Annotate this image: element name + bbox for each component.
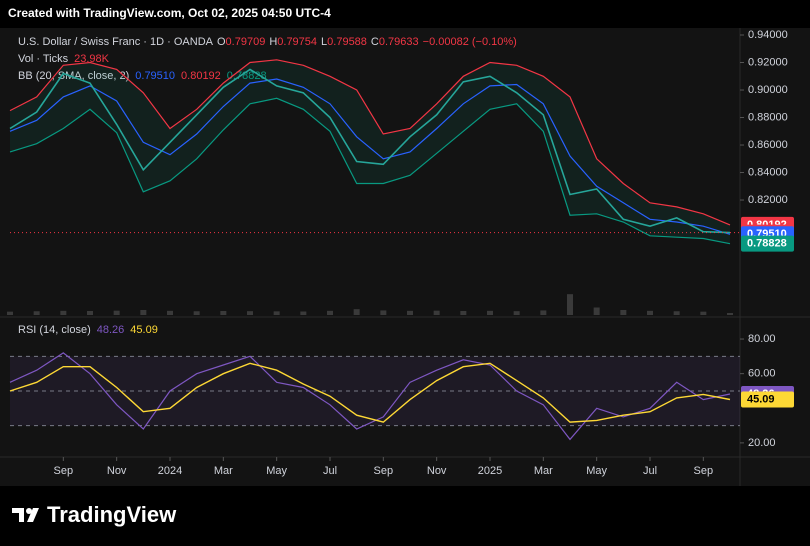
volume-bar: [140, 310, 147, 315]
legend-line: U.S. Dollar / Swiss Franc · 1D · OANDA O0…: [18, 36, 517, 48]
symbol-title: U.S. Dollar / Swiss Franc · 1D · OANDA: [18, 36, 214, 48]
volume-bar: [647, 310, 653, 315]
bb-fill: [10, 59, 730, 244]
axis-value-box: [741, 235, 794, 252]
volume-bar: [167, 310, 173, 315]
price-line: [9, 68, 731, 234]
axis-value-label: 0.78828: [747, 238, 787, 250]
x-tick-label: Mar: [214, 465, 233, 477]
rsi-tick-label: 80.00: [748, 333, 776, 345]
volume-bar: [620, 310, 627, 315]
bb-upper-line: [9, 59, 731, 226]
volume-bar: [700, 311, 707, 315]
x-tick-label: Sep: [54, 465, 74, 477]
bb-lower-line: [9, 97, 731, 245]
rsi-line: [9, 352, 731, 441]
rsi-tick-label: 60.00: [748, 368, 776, 380]
bb-title: BB (20, SMA, close, 2): [18, 70, 129, 82]
volume-bar: [727, 313, 733, 315]
ohlc-key: H: [269, 36, 277, 48]
bb-upper-value: 0.80192: [181, 70, 221, 82]
volume-bar: [407, 310, 413, 315]
rsi-ma-value: 45.09: [130, 324, 158, 336]
volume-title: Vol · Ticks: [18, 53, 69, 65]
logo-part: [27, 508, 39, 522]
bb-middle-value: 0.79510: [135, 70, 175, 82]
rsi-ma-line: [9, 362, 731, 423]
volume-bar: [273, 311, 280, 315]
volume-bar: [300, 311, 307, 315]
ohlc-value: 0.79633: [379, 36, 419, 48]
ohlc-value: 0.79709: [226, 36, 266, 48]
volume-bar: [673, 311, 680, 315]
volume-bar: [327, 310, 333, 315]
logo-part: [12, 508, 24, 522]
volume-bar: [247, 311, 253, 315]
legend-line: RSI (14, close) 48.26 45.09: [18, 324, 158, 336]
y-tick-label: 0.88000: [748, 111, 788, 123]
ohlc-key: O: [217, 36, 226, 48]
y-tick-label: 0.86000: [748, 139, 788, 151]
x-tick-label: 2025: [478, 465, 502, 477]
change: −0.00082 (−0.10%): [423, 36, 517, 48]
x-tick-label: Jul: [643, 465, 657, 477]
volume-bar: [567, 294, 573, 315]
logo: [12, 508, 39, 522]
y-tick-label: 0.82000: [748, 194, 788, 206]
ohlc-key: L: [321, 36, 327, 48]
x-tick-label: Jul: [323, 465, 337, 477]
volume-value: 23.98K: [74, 53, 110, 65]
y-tick-label: 0.94000: [748, 29, 788, 41]
volume-bar: [540, 310, 547, 315]
y-tick-label: 0.92000: [748, 56, 788, 68]
rsi-value: 48.26: [97, 324, 125, 336]
volume-bar: [60, 310, 67, 315]
volume-bar: [380, 310, 387, 315]
volume-bar: [433, 310, 440, 315]
ohlc-value: 0.79588: [327, 36, 367, 48]
volume-bar: [513, 311, 520, 315]
volume-bar: [87, 311, 93, 315]
volume-bar: [353, 309, 360, 315]
bb-middle-line: [9, 78, 731, 235]
x-tick-label: Nov: [107, 465, 127, 477]
volume-bar: [33, 311, 40, 315]
x-tick-label: May: [586, 465, 607, 477]
y-tick-label: 0.84000: [748, 166, 788, 178]
rsi-tick-label: 20.00: [748, 437, 776, 449]
rsi-title: RSI (14, close): [18, 324, 91, 336]
volume-bar: [487, 310, 493, 315]
volume-bar: [220, 311, 227, 315]
legend-line: BB (20, SMA, close, 2)0.795100.801920.78…: [18, 70, 267, 82]
volume-bar: [460, 311, 467, 315]
axis-value-label: 45.09: [747, 393, 775, 405]
ohlc-value: 0.79754: [277, 36, 317, 48]
x-tick-label: 2024: [158, 465, 182, 477]
x-tick-label: May: [266, 465, 287, 477]
x-tick-label: Mar: [534, 465, 553, 477]
y-tick-label: 0.90000: [748, 84, 788, 96]
legend-line: Vol · Ticks 23.98K: [18, 53, 110, 65]
chart-panel: [0, 28, 810, 486]
volume-bar: [113, 310, 120, 315]
brand-name: TradingView: [47, 502, 177, 527]
x-tick-label: Sep: [374, 465, 394, 477]
logo-part: [26, 508, 32, 514]
axis-value-box: [741, 391, 794, 408]
volume-bar: [193, 311, 200, 315]
ohlc-key: C: [371, 36, 379, 48]
x-tick-label: Nov: [427, 465, 447, 477]
volume-bar: [7, 311, 13, 315]
x-tick-label: Sep: [694, 465, 714, 477]
volume-bar: [593, 307, 600, 315]
created-note: Created with TradingView.com, Oct 02, 20…: [8, 6, 331, 20]
